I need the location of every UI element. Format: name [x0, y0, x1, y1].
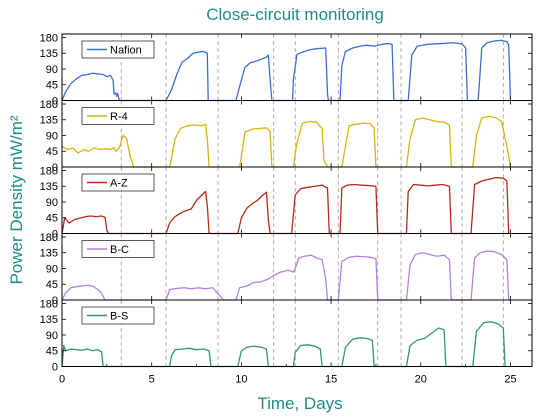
y-tick-label: 180: [40, 232, 58, 244]
y-tick-label: 45: [46, 279, 58, 291]
y-tick-label: 0: [52, 295, 58, 307]
legend-label: B-C: [110, 244, 129, 256]
y-tick-label: 0: [52, 228, 58, 240]
y-tick-label: 0: [52, 361, 58, 373]
x-tick-label: 20: [415, 374, 427, 386]
x-axis-title: Time, Days: [257, 394, 342, 413]
legend-box: [81, 306, 155, 325]
y-tick-label: 90: [46, 130, 58, 142]
x-tick-label: 25: [504, 374, 516, 386]
legend-box: [81, 107, 155, 125]
y-tick-label: 180: [40, 32, 58, 44]
x-tick-label: 5: [149, 374, 155, 386]
chart-title: Close-circuit monitoring: [206, 5, 384, 24]
legend-label: A-Z: [110, 178, 128, 190]
legend-label: R-4: [110, 111, 128, 123]
y-tick-label: 45: [46, 346, 58, 358]
y-tick-label: 45: [46, 146, 58, 158]
legend-box: [81, 40, 155, 59]
y-tick-label: 90: [46, 330, 58, 342]
y-tick-label: 0: [52, 95, 58, 107]
series-line-b-s: [61, 321, 506, 368]
y-tick-label: 135: [40, 314, 58, 326]
y-tick-label: 90: [46, 197, 58, 209]
series-line-r-4: [61, 115, 512, 168]
legend-label: Nafion: [110, 45, 142, 57]
y-tick-label: 90: [46, 64, 58, 76]
x-tick-label: 0: [59, 374, 65, 386]
y-tick-label: 180: [40, 99, 58, 111]
x-axis: 0 5 10 15 20 25: [59, 364, 517, 386]
panel-r-4: 0 45 90 135 180 R-4: [40, 99, 533, 174]
y-tick-label: 90: [46, 263, 58, 275]
y-tick-label: 180: [40, 298, 58, 310]
panel-frame: [61, 299, 533, 367]
y-tick-label: 45: [46, 213, 58, 225]
x-tick-label: 15: [325, 374, 337, 386]
y-tick-label: 180: [40, 165, 58, 177]
y-tick-label: 0: [52, 162, 58, 174]
panel-nafion: 0 45 90 135 180 Nafion: [40, 32, 533, 107]
legend-box: [81, 173, 155, 192]
panel-b-c: 0 45 90 135 180 B-C: [40, 232, 533, 307]
y-tick-label: 135: [40, 48, 58, 60]
legend-label: B-S: [110, 311, 128, 323]
series-line-b-c: [61, 250, 510, 301]
legend-box: [81, 240, 155, 258]
y-axis-title: Power Density mW/m²: [7, 115, 26, 284]
x-tick-label: 10: [235, 374, 247, 386]
panel-a-z: 0 45 90 135 180 A-Z: [40, 165, 533, 240]
panel-b-s: 0 45 90 135 180 B-S: [40, 298, 533, 373]
panels-layer: 0 45 90 135 180 Nafion 0 45 90 135 180 R-4 0 45 90 135 1…: [40, 32, 533, 373]
y-tick-label: 135: [40, 115, 58, 127]
y-tick-label: 135: [40, 181, 58, 193]
y-tick-label: 45: [46, 80, 58, 92]
y-tick-label: 135: [40, 248, 58, 260]
